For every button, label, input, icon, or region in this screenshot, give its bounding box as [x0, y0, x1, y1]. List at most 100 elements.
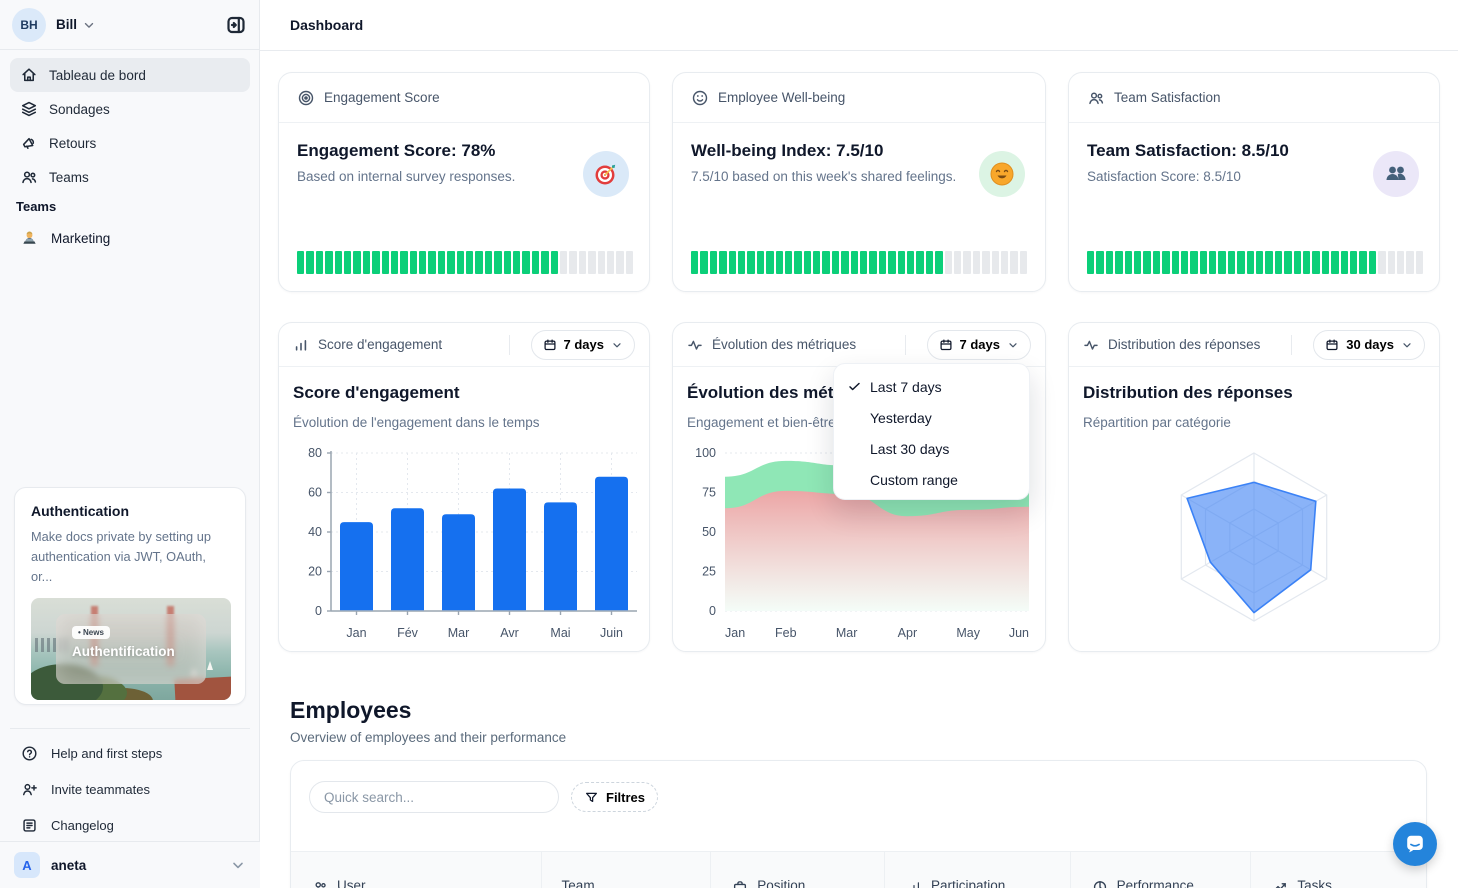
chevron-down-icon: [1009, 342, 1017, 347]
chart-card-header: Évolution des métriques 7 days: [673, 323, 1045, 367]
progress-segment: [1019, 251, 1028, 274]
progress-segment: [1368, 251, 1377, 274]
svg-text:Avr: Avr: [500, 626, 519, 640]
workspace-name: Bill: [56, 17, 78, 32]
svg-text:Juin: Juin: [600, 626, 623, 640]
menu-item-label: Last 7 days: [870, 378, 942, 395]
chart-card-header-label: Évolution des métriques: [712, 337, 857, 352]
column-header-performance[interactable]: Performance: [1069, 852, 1251, 888]
menu-item-yesterday[interactable]: Yesterday: [834, 402, 1029, 433]
sidebar-team-label: Marketing: [51, 230, 111, 246]
intercom-chat-button[interactable]: [1393, 822, 1437, 866]
account-switcher[interactable]: A aneta: [0, 841, 260, 888]
progress-segment: [541, 251, 549, 274]
range-selector-button[interactable]: 7 days: [926, 329, 1031, 360]
menu-item-last-7-days[interactable]: Last 7 days: [834, 371, 1029, 402]
column-label: Position: [757, 878, 806, 888]
sidebar-item-label: Changelog: [51, 817, 114, 833]
sidebar-item-label: Tableau de bord: [49, 67, 146, 83]
calendar-icon: [939, 338, 953, 352]
column-header-participation[interactable]: Participation: [883, 852, 1070, 888]
progress-segment: [531, 251, 540, 274]
progress-segment: [475, 251, 483, 274]
panel-collapse-icon[interactable]: [225, 14, 247, 36]
progress-segment: [1087, 251, 1095, 274]
sidebar-item-help[interactable]: Help and first steps: [10, 735, 250, 771]
progress-segment: [1312, 251, 1320, 274]
progress-segment: [972, 251, 981, 274]
users-icon: [1087, 89, 1105, 107]
progress-segment: [616, 251, 624, 274]
progress-segment: [831, 251, 840, 274]
range-label: 30 days: [1346, 337, 1394, 352]
column-header-user[interactable]: User: [291, 852, 541, 888]
search-input[interactable]: [309, 781, 559, 813]
chart-card-response-distribution: Distribution des réponses 30 days Distri…: [1068, 322, 1440, 652]
progress-segment: [466, 251, 474, 274]
progress-segment: [728, 251, 736, 274]
sidebar-item-tableau-de-bord[interactable]: Tableau de bord: [10, 58, 250, 92]
column-label: Performance: [1116, 878, 1194, 888]
progress-segment: [878, 251, 887, 274]
sidebar-item-label: Sondages: [49, 101, 110, 117]
sidebar-item-retours[interactable]: Retours: [10, 126, 250, 160]
progress-segment: [372, 251, 380, 274]
radar-chart: [1073, 441, 1437, 645]
sidebar-team-marketing[interactable]: Marketing: [10, 222, 250, 254]
progress-segment: [494, 251, 502, 274]
progress-segment: [982, 251, 990, 274]
range-selector-button[interactable]: 7 days: [530, 329, 635, 360]
chart-subtitle: Évolution de l'engagement dans le temps: [293, 415, 540, 430]
sailboat: [207, 661, 213, 671]
stat-title: Team Satisfaction: 8.5/10: [1087, 141, 1289, 160]
column-header-team[interactable]: Team: [540, 852, 711, 888]
sidebar: BH Bill Tableau de bord Sondages: [0, 0, 260, 888]
progress-segment: [409, 251, 418, 274]
progress-segment: [1133, 251, 1142, 274]
stat-card-wellbeing: Employee Well-being Well-being Index: 7.…: [672, 72, 1046, 292]
progress-segment: [606, 251, 615, 274]
stat-subtitle: 7.5/10 based on this week's shared feeli…: [691, 169, 957, 184]
bar-chart: 0 20 40 60 80 Jan Fév Mar Avr Mai Juin: [283, 441, 647, 645]
progress-segment: [1396, 251, 1405, 274]
divider: [904, 334, 906, 355]
workspace-switcher[interactable]: BH Bill: [0, 0, 259, 50]
changelog-icon: [20, 817, 38, 834]
progress-segment: [888, 251, 896, 274]
progress-segment: [306, 251, 314, 274]
trending-up-icon: [1271, 879, 1289, 888]
sidebar-item-changelog[interactable]: Changelog: [10, 807, 250, 843]
progress-segment: [447, 251, 455, 274]
progress-segment: [897, 251, 905, 274]
users-icon: [20, 168, 38, 186]
menu-item-last-30-days[interactable]: Last 30 days: [834, 433, 1029, 464]
chevron-down-icon: [230, 857, 246, 873]
sidebar-item-teams[interactable]: Teams: [10, 160, 250, 194]
stat-card-header-label: Team Satisfaction: [1114, 90, 1221, 105]
progress-segment: [437, 251, 446, 274]
page-title: Dashboard: [290, 17, 364, 33]
menu-item-custom-range[interactable]: Custom range: [834, 464, 1029, 495]
progress-segment: [428, 251, 436, 274]
promo-card-authentication[interactable]: Authentication Make docs private by sett…: [14, 487, 246, 705]
smiling-face-emoji: [979, 151, 1025, 197]
range-selector-button[interactable]: 30 days: [1313, 329, 1425, 360]
sidebar-item-sondages[interactable]: Sondages: [10, 92, 250, 126]
progress-segment: [935, 251, 943, 274]
filters-button[interactable]: Filtres: [571, 782, 659, 812]
progress-segment: [588, 251, 596, 274]
employees-toolbar: Filtres: [291, 761, 1426, 813]
sidebar-item-invite[interactable]: Invite teammates: [10, 771, 250, 807]
progress-segment: [775, 251, 783, 274]
progress-segment: [297, 251, 305, 274]
progress-segment: [841, 251, 849, 274]
layers-icon: [20, 100, 38, 118]
progress-segment: [1331, 251, 1339, 274]
progress-segment: [1000, 251, 1009, 274]
menu-item-label: Custom range: [870, 471, 958, 488]
progress-segment: [315, 251, 324, 274]
promo-description: Make docs private by setting up authenti…: [31, 529, 211, 584]
column-label: Team: [561, 878, 595, 888]
progress-segment: [784, 251, 793, 274]
column-header-position[interactable]: Position: [710, 852, 884, 888]
